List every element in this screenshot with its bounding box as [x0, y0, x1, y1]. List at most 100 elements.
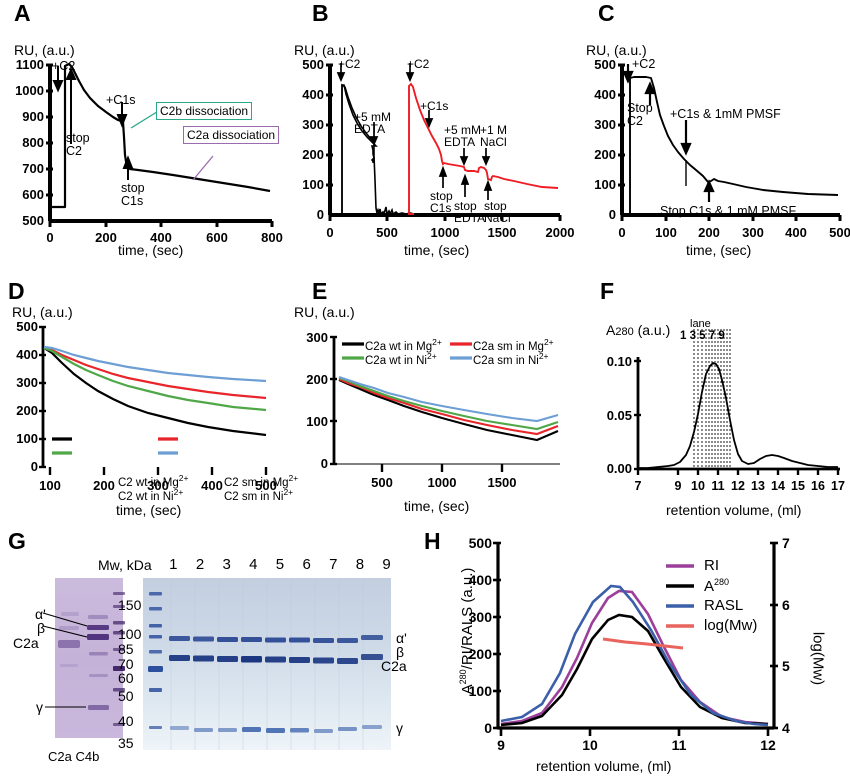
panel-h-yaxis-left: 500 400 300 200 100 0: [469, 535, 493, 736]
panel-e: E RU, (a.u.) 300 200 100 0 500 1000 1500: [292, 280, 574, 525]
svg-text:1000: 1000: [428, 475, 457, 490]
panel-g-left-band-gamma: γ: [36, 699, 43, 715]
svg-text:400: 400: [594, 87, 616, 102]
panel-g-right-band-beta: β: [396, 644, 405, 660]
panel-b-xaxis: 0 500 1000 1500 2000: [326, 225, 574, 240]
panel-a: A RU, (a.u.) 1100 1000 900 800 700 600 500 0…: [8, 2, 288, 267]
ladder-value: 40: [118, 713, 134, 729]
panel-f-xlabel: retention volume, (ml): [666, 502, 802, 518]
panel-h-xaxis: 9 10 11 12: [497, 737, 776, 753]
panel-d-legend-0: C2 wt in Mg2+: [118, 473, 189, 489]
panel-g-right-band-alpha: α': [396, 630, 407, 646]
panel-e-label: E: [312, 278, 328, 304]
svg-text:10: 10: [691, 479, 705, 493]
svg-text:500: 500: [22, 213, 44, 228]
svg-text:11: 11: [672, 737, 687, 753]
lane-header: 4: [249, 556, 258, 573]
panel-c: C RU, (a.u.) 500 400 300 200 100 0 0 100 200 3…: [578, 2, 850, 267]
panel-a-label: A: [14, 0, 31, 26]
svg-text:0: 0: [321, 456, 328, 471]
panel-a-box-c2b: C2b dissociation: [156, 102, 253, 120]
svg-text:500: 500: [829, 225, 850, 240]
panel-d-ylabel: RU, (a.u.): [12, 304, 73, 320]
svg-text:300: 300: [594, 117, 616, 132]
panel-g-lane-headers: 1 2 3 4 5 6 7 8 9: [160, 556, 400, 576]
panel-d-xaxis: 100 200 300 400 500: [39, 478, 277, 493]
svg-text:800: 800: [22, 135, 44, 150]
svg-text:200: 200: [16, 403, 38, 418]
panel-c-ann-addc1s: +C1s & 1mM PMSF: [670, 107, 781, 121]
svg-text:500: 500: [371, 475, 393, 490]
panel-a-yaxis: 1100 1000 900 800 700 600 500: [15, 57, 44, 228]
panel-a-xaxis: 0 200 400 600 800: [46, 230, 282, 245]
panel-g-left-caption: C2a C4b: [48, 749, 100, 764]
svg-text:0: 0: [484, 720, 492, 736]
panel-d-legend-2: C2 wt in Ni2+: [118, 487, 184, 503]
svg-text:10: 10: [582, 737, 598, 753]
panel-b-ann-addc1s: +C1s: [420, 99, 449, 113]
panel-b-yaxis: 500 400 300 200 100 0: [302, 57, 324, 222]
svg-text:200: 200: [95, 230, 117, 245]
panel-f: F A280 (a.u.) lane 1 3 5 7 9 0.10 0.05 0.0…: [578, 280, 850, 525]
panel-f-lane-caption: lane: [690, 318, 711, 330]
svg-text:0: 0: [326, 225, 333, 240]
svg-text:16: 16: [811, 479, 825, 493]
svg-text:1500: 1500: [488, 225, 517, 240]
panel-h-plot: 500 400 300 200 100 0 7 6 5 4 9 10 11 12: [469, 535, 790, 753]
panel-c-label: C: [598, 0, 615, 26]
panel-b-label: B: [312, 0, 329, 26]
panel-g-mw-header: Mw, kDa: [98, 557, 152, 573]
panel-c-xlabel: time, (sec): [686, 242, 752, 258]
panel-d-label: D: [8, 278, 25, 304]
panel-a-ylabel: RU, (a.u.): [14, 42, 75, 58]
panel-d-legend-3: C2 sm in Ni2+: [224, 487, 294, 503]
panel-g-label: G: [8, 528, 26, 554]
panel-a-plot: 1100 1000 900 800 700 600 500 0 200 400 600 800: [15, 57, 283, 245]
panel-b-ann-nacl: +1 M NaCl: [480, 123, 508, 150]
panel-d-legend-1: C2 sm in Mg2+: [224, 473, 299, 489]
lane-header: 2: [195, 556, 205, 573]
panel-g-right-gel: [143, 578, 391, 750]
panel-h-yaxis-right: 7 6 5 4: [782, 535, 790, 736]
svg-text:300: 300: [742, 225, 764, 240]
svg-text:400: 400: [16, 347, 38, 362]
panel-b-ann-stopnacl: stop NaCl: [484, 199, 511, 226]
svg-text:100: 100: [306, 414, 328, 429]
panel-a-xlabel: time, (sec): [118, 242, 184, 258]
svg-text:200: 200: [698, 225, 720, 240]
svg-text:0: 0: [31, 459, 38, 474]
svg-text:900: 900: [22, 109, 44, 124]
panel-f-lane-numbers: 1 3 5 7 9: [680, 330, 725, 342]
panel-g-left-band-c2a: C2a: [13, 635, 39, 651]
panel-g-left-band-beta: β: [37, 620, 46, 636]
svg-text:200: 200: [306, 372, 328, 387]
svg-text:100: 100: [655, 225, 677, 240]
svg-text:7: 7: [782, 535, 790, 551]
ladder-value: 85: [118, 641, 134, 657]
lane-header: 6: [302, 556, 311, 573]
svg-text:300: 300: [469, 609, 493, 625]
panel-f-label: F: [600, 278, 615, 304]
panel-b-ann-edta-red: +5 mM EDTA: [444, 123, 482, 150]
svg-text:300: 300: [302, 117, 324, 132]
svg-text:2000: 2000: [546, 225, 575, 240]
panel-d-yaxis: 500 400 300 200 100 0: [16, 319, 38, 474]
panel-f-fraction-lines: [693, 329, 731, 469]
svg-text:300: 300: [16, 375, 38, 390]
svg-text:700: 700: [22, 161, 44, 176]
panel-e-legend-0: C2a wt in Mg2+: [365, 337, 442, 353]
svg-text:12: 12: [731, 479, 745, 493]
panel-b-xlabel: time, (sec): [404, 242, 470, 258]
panel-g-right-band-gamma: γ: [396, 720, 403, 736]
panel-g-ladder-labels: 150 100 85 70 60 50 40 35: [118, 578, 158, 751]
panel-e-yaxis: 300 200 100 0: [306, 330, 328, 471]
svg-text:0: 0: [609, 207, 616, 222]
svg-text:0: 0: [317, 207, 324, 222]
panel-e-ylabel: RU, (a.u.): [294, 304, 355, 320]
svg-text:300: 300: [306, 330, 328, 345]
panel-c-plot: 500 400 300 200 100 0 0 100 200 300 400 500: [594, 57, 850, 240]
panel-b-ann-stopc1s: stop C1s: [430, 189, 453, 216]
svg-text:0.00: 0.00: [607, 461, 632, 476]
